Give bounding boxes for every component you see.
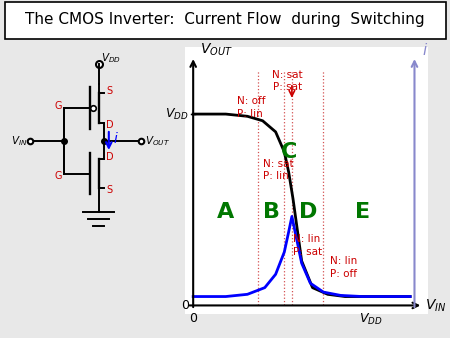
Text: D: D	[106, 120, 114, 130]
Text: $V_{DD}$: $V_{DD}$	[101, 51, 121, 65]
Text: E: E	[355, 202, 370, 222]
Text: G: G	[55, 171, 63, 180]
Text: A: A	[217, 202, 234, 222]
Text: $i$: $i$	[113, 131, 119, 146]
Text: N: sat
P: lin: N: sat P: lin	[263, 159, 293, 181]
Text: S: S	[106, 186, 112, 195]
Text: $V_{OUT}$: $V_{OUT}$	[200, 42, 233, 58]
Text: S: S	[106, 87, 112, 96]
Text: $V_{OUT}$: $V_{OUT}$	[145, 134, 170, 148]
Text: $V_{DD}$: $V_{DD}$	[359, 312, 383, 327]
Text: D: D	[106, 152, 114, 162]
Text: 0: 0	[181, 299, 189, 312]
Text: N: off
P: lin: N: off P: lin	[237, 96, 265, 119]
Text: D: D	[299, 202, 317, 222]
Text: The CMOS Inverter:  Current Flow  during  Switching: The CMOS Inverter: Current Flow during S…	[25, 12, 425, 27]
Text: 0: 0	[189, 312, 197, 325]
Text: N: lin
P: sat: N: lin P: sat	[293, 234, 322, 257]
Text: N: lin
P: off: N: lin P: off	[330, 257, 357, 279]
Text: $i$: $i$	[422, 43, 428, 58]
Text: B: B	[263, 202, 280, 222]
FancyBboxPatch shape	[4, 2, 446, 39]
Text: N: sat
P: sat: N: sat P: sat	[272, 70, 303, 92]
Text: $V_{IN}$: $V_{IN}$	[425, 297, 447, 314]
Text: $V_{IN}$: $V_{IN}$	[11, 134, 28, 148]
Text: C: C	[280, 142, 297, 162]
Text: $V_{DD}$: $V_{DD}$	[165, 106, 189, 122]
Text: G: G	[55, 101, 63, 111]
